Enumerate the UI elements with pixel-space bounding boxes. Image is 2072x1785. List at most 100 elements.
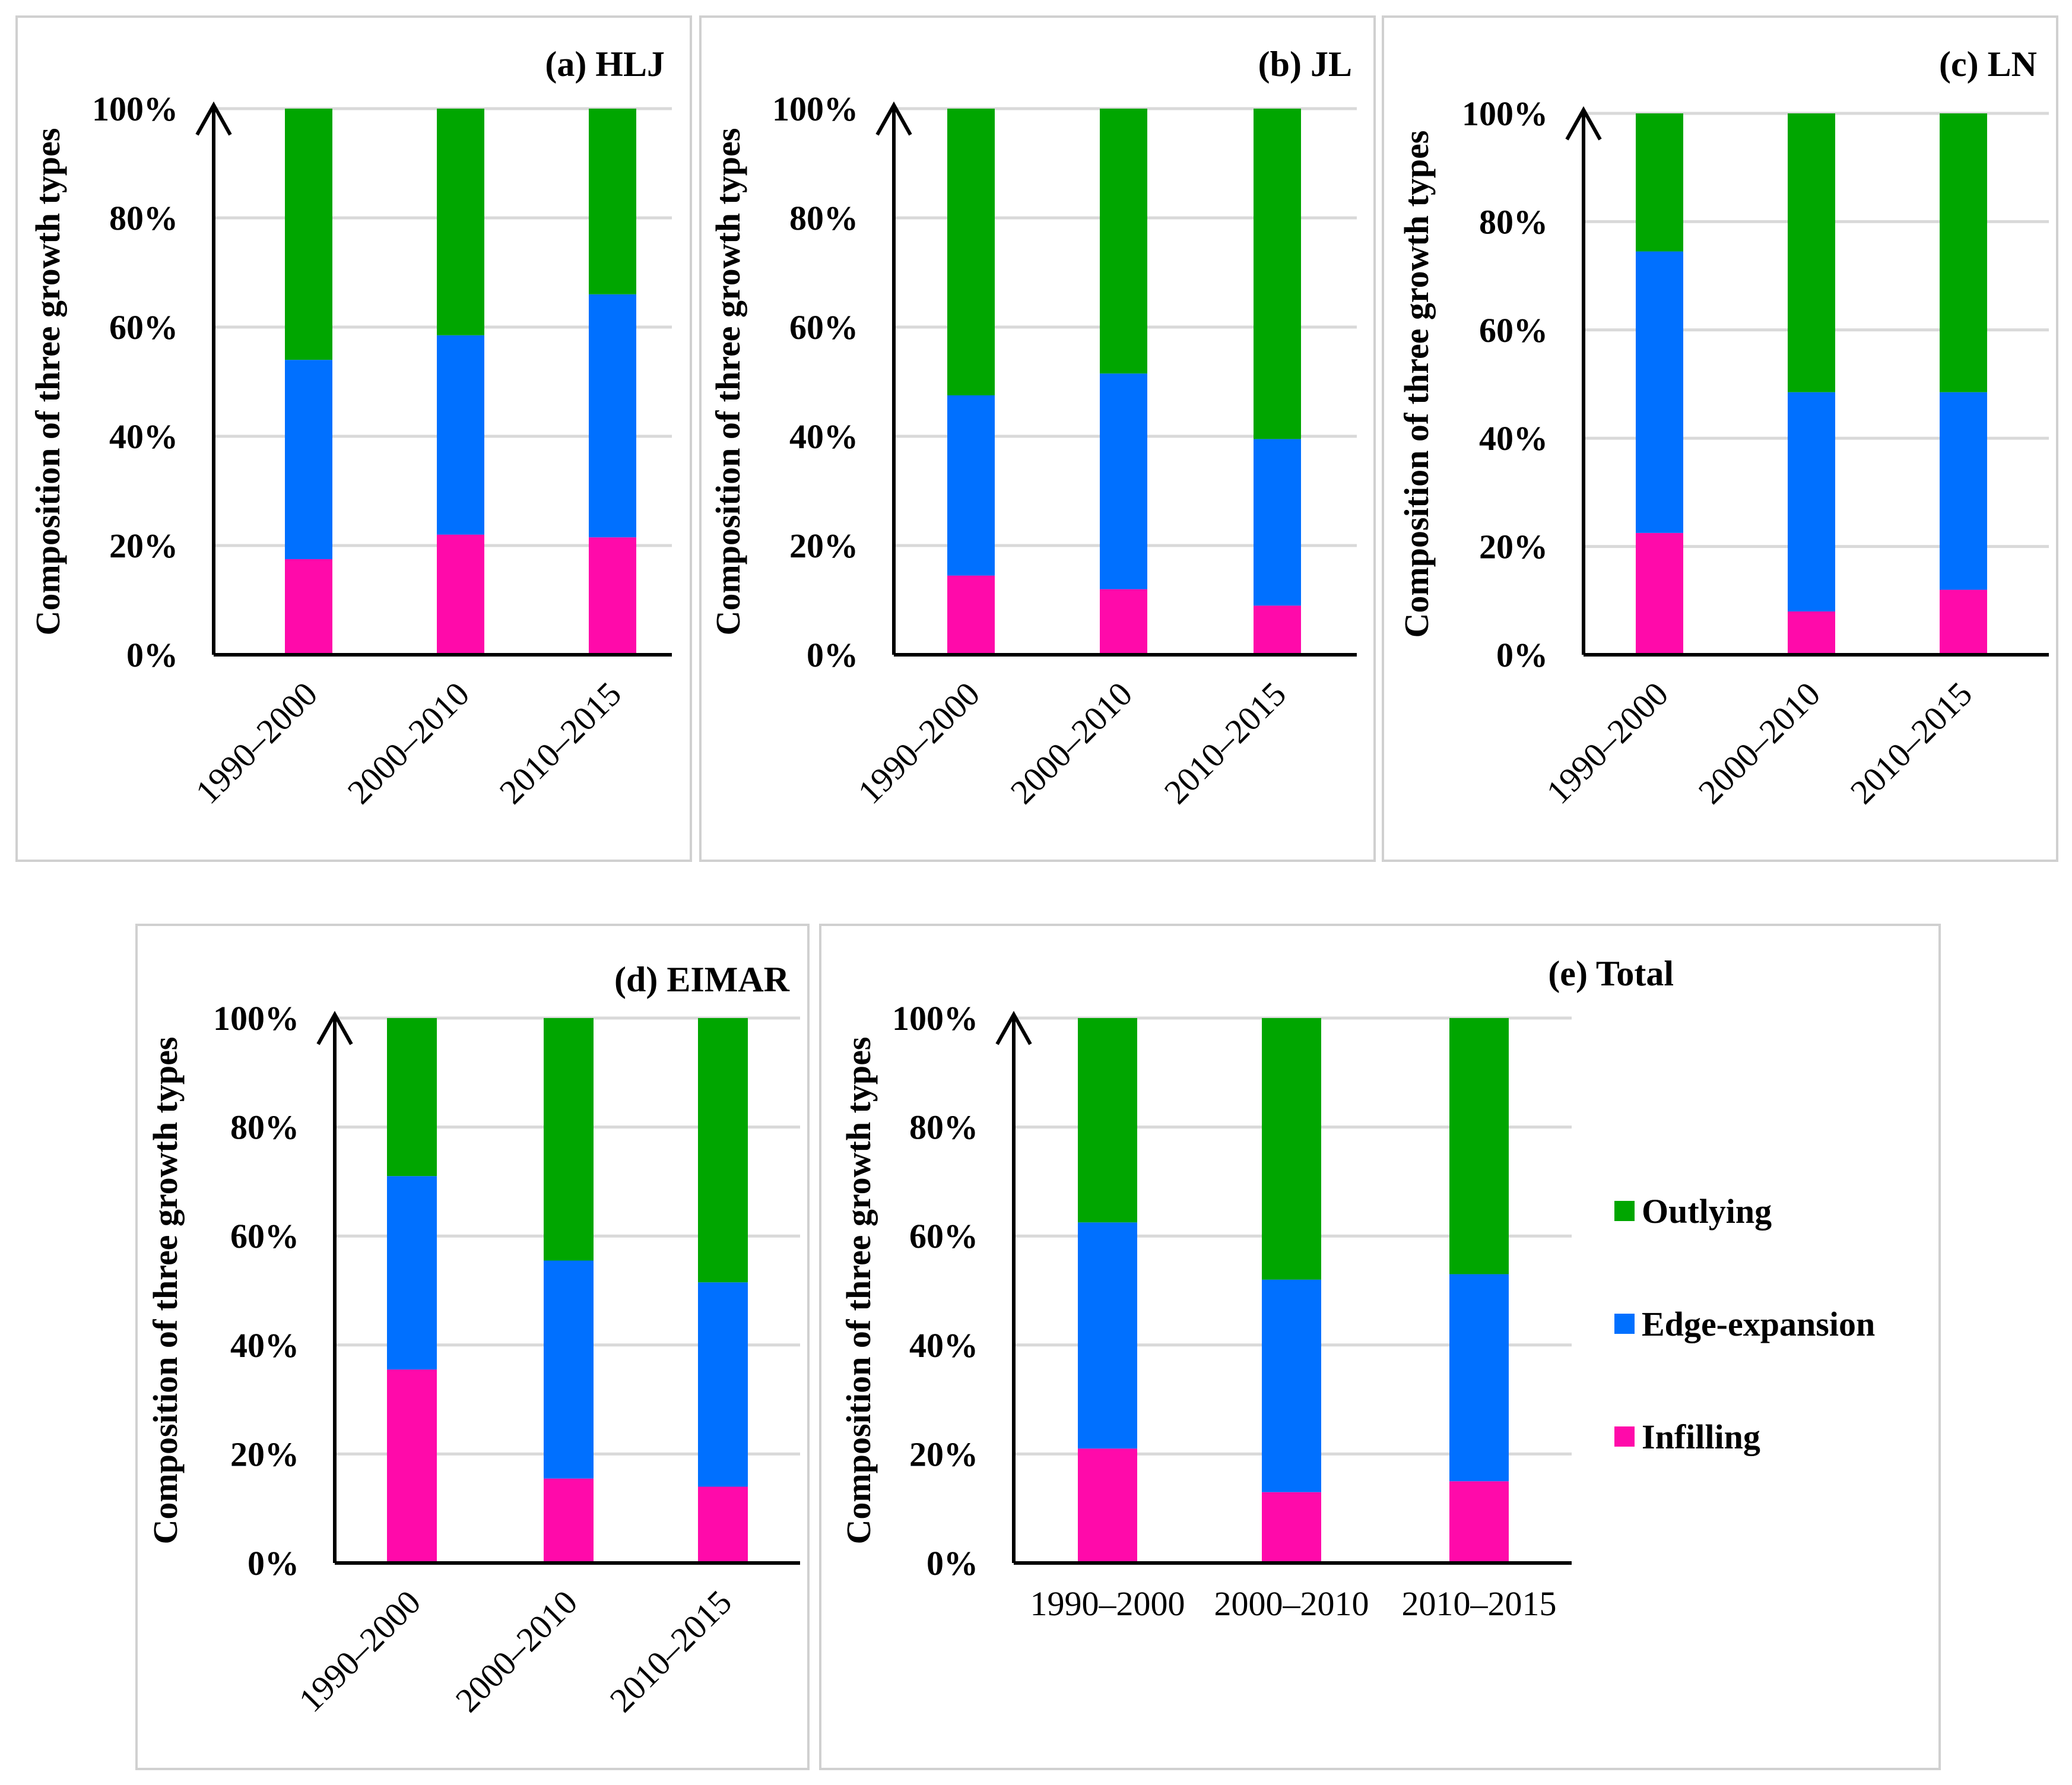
x-tick-label: 1990–2000 (1539, 674, 1676, 811)
y-tick-label: 20% (230, 1435, 299, 1473)
bar-edge-expansion (589, 294, 636, 538)
y-axis-label: Composition of three growth types (146, 1037, 185, 1545)
legend-swatch-outlying (1614, 1201, 1635, 1221)
y-axis-label: Composition of three growth types (28, 128, 67, 636)
bar-infilling (698, 1486, 748, 1563)
panel-hlj (15, 15, 692, 862)
chart-title: (c) LN (1939, 45, 2037, 84)
chart-title: (d) EIMAR (614, 960, 790, 999)
bar-edge-expansion (1940, 392, 1987, 590)
y-tick-label: 60% (109, 308, 178, 347)
y-tick-label: 100% (92, 90, 178, 128)
y-tick-label: 20% (1479, 528, 1548, 566)
bar-infilling (387, 1369, 437, 1563)
bar-infilling (589, 537, 636, 655)
legend-label-infilling: Infilling (1642, 1418, 1760, 1456)
bar-edge-expansion (387, 1176, 437, 1370)
bar-edge-expansion (1078, 1222, 1137, 1449)
x-tick-label: 1990–2000 (1030, 1584, 1185, 1623)
bar-infilling (1262, 1492, 1321, 1563)
bar-outlying (1078, 1018, 1137, 1223)
bar-edge-expansion (437, 335, 484, 535)
y-tick-label: 80% (909, 1108, 978, 1147)
y-tick-label: 40% (789, 417, 858, 456)
y-tick-label: 80% (109, 199, 178, 237)
bar-outlying (1788, 113, 1835, 392)
y-tick-label: 60% (789, 308, 858, 347)
y-axis-arrow-icon (316, 1010, 353, 1045)
x-tick-label: 2000–2010 (340, 674, 477, 811)
bar-edge-expansion (1636, 251, 1683, 533)
bar-infilling (1788, 611, 1835, 655)
bar-outlying (698, 1018, 748, 1283)
bar-edge-expansion (285, 360, 332, 559)
bar-outlying (1940, 113, 1987, 392)
bar-outlying (589, 109, 636, 294)
bar-outlying (1254, 109, 1301, 439)
y-tick-label: 60% (909, 1217, 978, 1255)
bar-outlying (437, 109, 484, 335)
y-tick-label: 60% (230, 1217, 299, 1255)
y-axis-label: Composition of three growth types (709, 128, 747, 636)
y-tick-label: 20% (789, 527, 858, 565)
bar-infilling (437, 534, 484, 655)
bar-infilling (947, 575, 995, 655)
bar-edge-expansion (698, 1282, 748, 1487)
y-axis-arrow-icon (195, 101, 232, 136)
y-axis-label: Composition of three growth types (1397, 131, 1436, 638)
y-tick-label: 80% (789, 199, 858, 237)
legend: Outlying Edge-expansion Infilling (1614, 1192, 1875, 1456)
chart-title: (e) Total (1548, 954, 1674, 993)
x-tick-label: 1990–2000 (851, 674, 988, 811)
chart-0: 0% 20% 40% 60% 80% 100% 1990–2000 2000–2010 2010… (28, 45, 672, 811)
chart-title: (b) JL (1258, 45, 1352, 84)
y-tick-label: 0% (126, 636, 178, 674)
bar-infilling (285, 559, 332, 655)
y-tick-label: 40% (230, 1326, 299, 1365)
y-tick-label: 100% (213, 999, 299, 1038)
y-tick-label: 20% (109, 527, 178, 565)
bar-edge-expansion (544, 1260, 594, 1479)
y-tick-label: 60% (1479, 311, 1548, 350)
y-tick-label: 40% (909, 1326, 978, 1365)
x-tick-label: 2000–2010 (1003, 674, 1140, 811)
bar-outlying (1449, 1018, 1509, 1274)
bar-infilling (1078, 1448, 1137, 1563)
chart-4: 0% 20% 40% 60% 80% 100% 1990–2000 2000–2010 2010… (839, 954, 1674, 1623)
x-tick-label: 1990–2000 (291, 1583, 429, 1720)
bar-infilling (1449, 1481, 1509, 1563)
bar-edge-expansion (947, 395, 995, 576)
y-tick-label: 0% (1496, 636, 1548, 674)
y-tick-label: 0% (926, 1544, 978, 1583)
y-axis-label: Composition of three growth types (839, 1037, 878, 1545)
y-tick-label: 0% (248, 1544, 299, 1583)
chart-1: 0% 20% 40% 60% 80% 100% 1990–2000 2000–2010 2010… (709, 45, 1357, 811)
legend-swatch-edge-expansion (1614, 1314, 1635, 1334)
bar-infilling (1636, 532, 1683, 655)
y-axis-arrow-icon (875, 101, 912, 136)
y-tick-label: 40% (1479, 419, 1548, 458)
y-tick-label: 100% (1462, 94, 1548, 133)
bar-edge-expansion (1449, 1274, 1509, 1482)
legend-label-outlying: Outlying (1642, 1192, 1772, 1231)
x-tick-label: 2000–2010 (1691, 674, 1828, 811)
chart-3: 0% 20% 40% 60% 80% 100% 1990–2000 2000–2010 2010… (146, 960, 800, 1720)
panel-eimar (135, 924, 810, 1770)
x-tick-label: 2000–2010 (448, 1583, 585, 1720)
bar-infilling (1254, 605, 1301, 655)
bar-outlying (1262, 1018, 1321, 1280)
x-tick-label: 2010–2015 (1843, 674, 1980, 811)
y-tick-label: 80% (230, 1108, 299, 1147)
bar-outlying (1636, 113, 1683, 252)
y-axis-arrow-icon (995, 1010, 1032, 1045)
bar-edge-expansion (1100, 373, 1147, 589)
x-tick-label: 2010–2015 (602, 1583, 740, 1720)
bar-outlying (544, 1018, 594, 1261)
x-tick-label: 2010–2015 (1157, 674, 1294, 811)
bar-infilling (1100, 589, 1147, 655)
bar-edge-expansion (1788, 392, 1835, 612)
bar-outlying (1100, 109, 1147, 374)
y-tick-label: 100% (772, 90, 858, 128)
bar-outlying (387, 1018, 437, 1177)
